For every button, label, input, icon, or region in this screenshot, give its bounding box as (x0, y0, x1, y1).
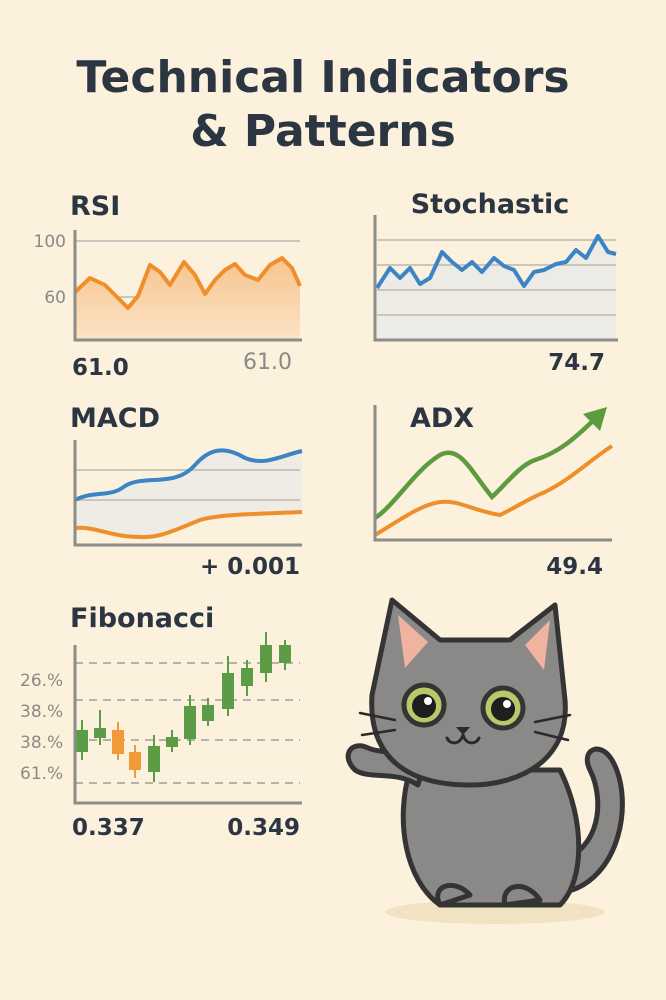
value-label: 74.7 (548, 350, 605, 376)
value-label: 61.0 (243, 350, 292, 375)
tick-label: 60 (44, 288, 66, 308)
title-line: Technical Indicators (76, 52, 569, 103)
tick-label: 38.% (20, 733, 63, 753)
value-label: 61.0 (72, 355, 129, 381)
adx-chart (373, 405, 614, 542)
tick-label: 38.% (20, 702, 63, 722)
title-line: & Patterns (190, 106, 456, 157)
tick-label: 26.% (20, 671, 63, 691)
macd-chart (73, 440, 303, 547)
panel-label: Fibonacci (70, 603, 214, 634)
panel-label: ADX (410, 403, 474, 434)
value-label: 0.337 (72, 815, 145, 841)
cat-illustration (345, 597, 625, 924)
value-label: 0.349 (227, 815, 300, 841)
value-label: 49.4 (546, 554, 603, 580)
tick-label: 61.% (20, 764, 63, 784)
tick-label: 100 (34, 232, 66, 252)
rsi-chart (73, 230, 302, 342)
fibonacci-chart (73, 632, 302, 805)
value-label: + 0.001 (200, 554, 300, 580)
panel-label: MACD (70, 403, 160, 434)
stochastic-chart (373, 215, 618, 342)
panel-label: RSI (70, 191, 120, 222)
panel-label: Stochastic (411, 189, 570, 220)
